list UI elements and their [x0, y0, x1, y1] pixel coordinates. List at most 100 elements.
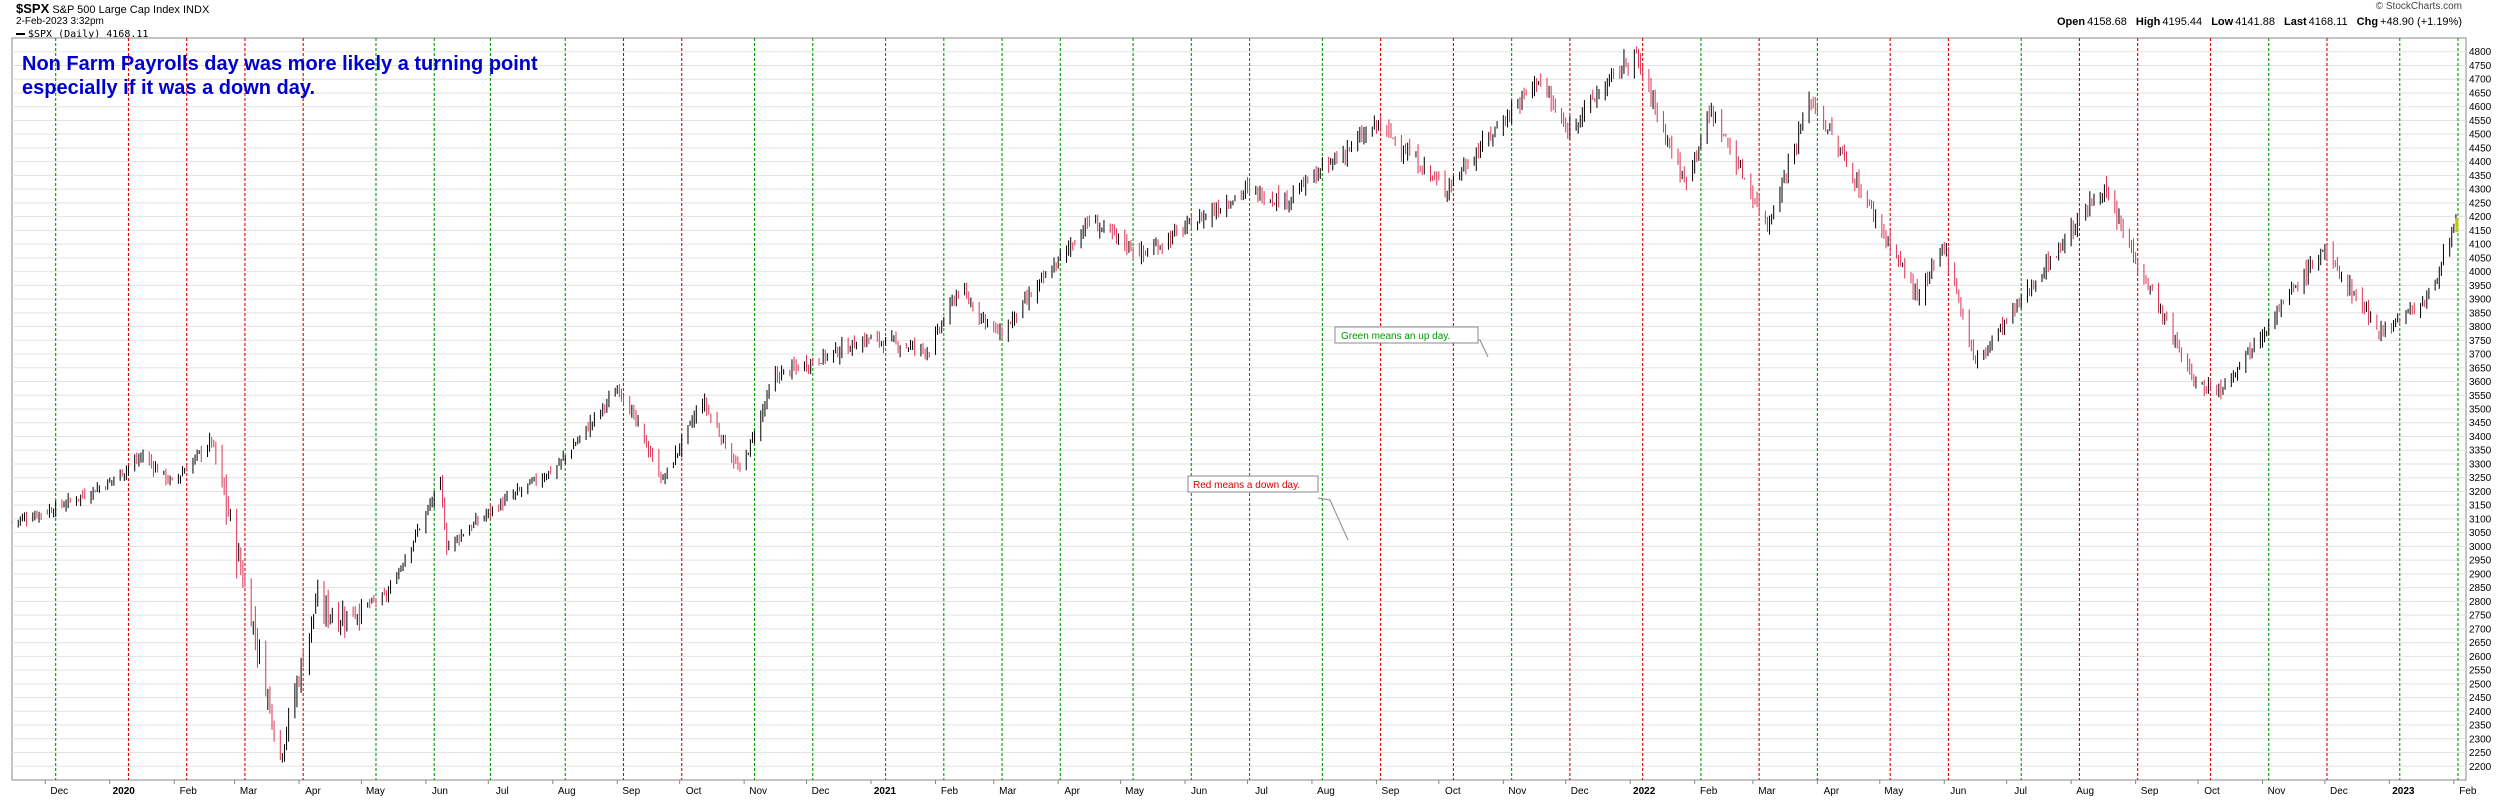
y-tick-label: 2800	[2469, 597, 2492, 608]
x-tick-label: Mar	[999, 786, 1017, 797]
y-tick-label: 3650	[2469, 363, 2492, 374]
x-tick-label: Aug	[2076, 786, 2094, 797]
y-tick-label: 2700	[2469, 624, 2492, 635]
x-tick-label: Aug	[558, 786, 576, 797]
y-tick-label: 3950	[2469, 281, 2492, 292]
x-tick-label: Jun	[432, 786, 448, 797]
series-legend: $SPX (Daily) 4168.11	[16, 29, 148, 40]
grid	[12, 51, 2466, 767]
exchange: INDX	[183, 4, 210, 16]
x-tick-label: Mar	[1758, 786, 1776, 797]
headline-line1: Non Farm Payrolls day was more likely a …	[22, 53, 538, 75]
x-tick-label: Sep	[2141, 786, 2159, 797]
x-tick-label: Feb	[941, 786, 959, 797]
y-tick-label: 2750	[2469, 611, 2492, 622]
x-tick-label: Apr	[1064, 786, 1080, 797]
datetime: 2-Feb-2023 3:32pm	[16, 16, 104, 27]
legend-text: $SPX (Daily) 4168.11	[28, 29, 149, 40]
last-bar-marker	[2455, 218, 2459, 233]
x-tick-label: Sep	[1382, 786, 1400, 797]
y-tick-label: 4800	[2469, 47, 2492, 58]
callout-red-pointer	[1317, 497, 1349, 541]
x-tick-label: Nov	[749, 786, 767, 797]
callout-green-box	[1334, 326, 1479, 344]
x-tick-label: Nov	[2268, 786, 2286, 797]
x-tick-label: Oct	[686, 786, 702, 797]
x-tick-label: Aug	[1317, 786, 1335, 797]
y-tick-label: 4150	[2469, 226, 2492, 237]
y-tick-label: 4500	[2469, 130, 2492, 141]
y-tick-label: 3750	[2469, 336, 2492, 347]
low-value: 4141.88	[2235, 16, 2275, 28]
x-tick-label: May	[1884, 786, 1903, 797]
x-tick-label: May	[366, 786, 385, 797]
symbol-name: S&P 500 Large Cap Index	[52, 4, 180, 16]
y-tick-label: 3850	[2469, 308, 2492, 319]
y-tick-label: 3600	[2469, 377, 2492, 388]
y-tick-label: 4250	[2469, 198, 2492, 209]
y-tick-label: 2200	[2469, 762, 2492, 773]
callout-red-text: Red means a down day.	[1193, 480, 1300, 491]
x-tick-label: Feb	[180, 786, 198, 797]
callout-green-text: Green means an up day.	[1341, 331, 1450, 342]
x-tick-label: Sep	[622, 786, 640, 797]
y-tick-label: 2600	[2469, 652, 2492, 663]
chg-label: Chg	[2356, 16, 2379, 28]
y-tick-label: 4050	[2469, 253, 2492, 264]
y-tick-label: 4300	[2469, 185, 2492, 196]
x-tick-label: Mar	[240, 786, 258, 797]
x-tick-label: Jun	[1950, 786, 1966, 797]
last-value: 4168.11	[2308, 16, 2348, 28]
y-tick-label: 4600	[2469, 102, 2492, 113]
y-tick-label: 2500	[2469, 679, 2492, 690]
open-value: 4158.68	[2087, 16, 2127, 28]
x-tick-label: 2021	[874, 786, 897, 797]
legend-swatch	[16, 33, 25, 35]
x-tick-label: Jul	[496, 786, 509, 797]
nfp-markers	[55, 38, 2459, 780]
y-tick-label: 2300	[2469, 734, 2492, 745]
x-tick-label: Dec	[2330, 786, 2348, 797]
x-tick-label: 2023	[2392, 786, 2415, 797]
y-tick-label: 2650	[2469, 638, 2492, 649]
callout-green: Green means an up day.	[1334, 326, 1489, 358]
y-tick-label: 3700	[2469, 350, 2492, 361]
y-tick-label: 3150	[2469, 501, 2492, 512]
x-tick-label: Oct	[1445, 786, 1461, 797]
price-bars	[11, 46, 2459, 763]
x-axis: Dec 2020 Feb Mar Apr May Jun Jul Aug Sep Oct Nov Dec…	[44, 780, 2477, 797]
y-tick-label: 4000	[2469, 267, 2492, 278]
x-tick-label: Dec	[812, 786, 830, 797]
y-axis: 2200 2250 2300 2350 2400 2450 2500 2550 2600 2650…	[2469, 47, 2492, 773]
x-tick-label: Jun	[1191, 786, 1207, 797]
last-label: Last	[2284, 16, 2307, 28]
y-tick-label: 2400	[2469, 707, 2492, 718]
y-tick-label: 3000	[2469, 542, 2492, 553]
high-label: High	[2135, 16, 2161, 28]
callout-red-box	[1187, 475, 1319, 493]
credit: © StockCharts.com	[2375, 1, 2462, 12]
x-tick-label: Apr	[305, 786, 321, 797]
y-tick-label: 3800	[2469, 322, 2492, 333]
y-tick-label: 2550	[2469, 666, 2492, 677]
y-tick-label: 3050	[2469, 528, 2492, 539]
y-tick-label: 2250	[2469, 748, 2492, 759]
x-tick-label: Feb	[2459, 786, 2477, 797]
y-tick-label: 2350	[2469, 721, 2492, 732]
x-tick-label: Feb	[1700, 786, 1718, 797]
low-label: Low	[2211, 16, 2234, 28]
symbol: $SPX	[16, 1, 50, 16]
y-tick-label: 4400	[2469, 157, 2492, 168]
x-tick-label: 2020	[113, 786, 136, 797]
y-tick-label: 4200	[2469, 212, 2492, 223]
high-value: 4195.44	[2162, 16, 2203, 28]
x-tick-label: Apr	[1824, 786, 1840, 797]
y-tick-label: 3250	[2469, 473, 2492, 484]
x-tick-label: Jul	[1255, 786, 1268, 797]
y-tick-label: 3550	[2469, 391, 2492, 402]
y-tick-label: 4750	[2469, 61, 2492, 72]
y-tick-label: 3100	[2469, 514, 2492, 525]
y-tick-label: 4100	[2469, 240, 2492, 251]
x-tick-label: 2022	[1633, 786, 1656, 797]
